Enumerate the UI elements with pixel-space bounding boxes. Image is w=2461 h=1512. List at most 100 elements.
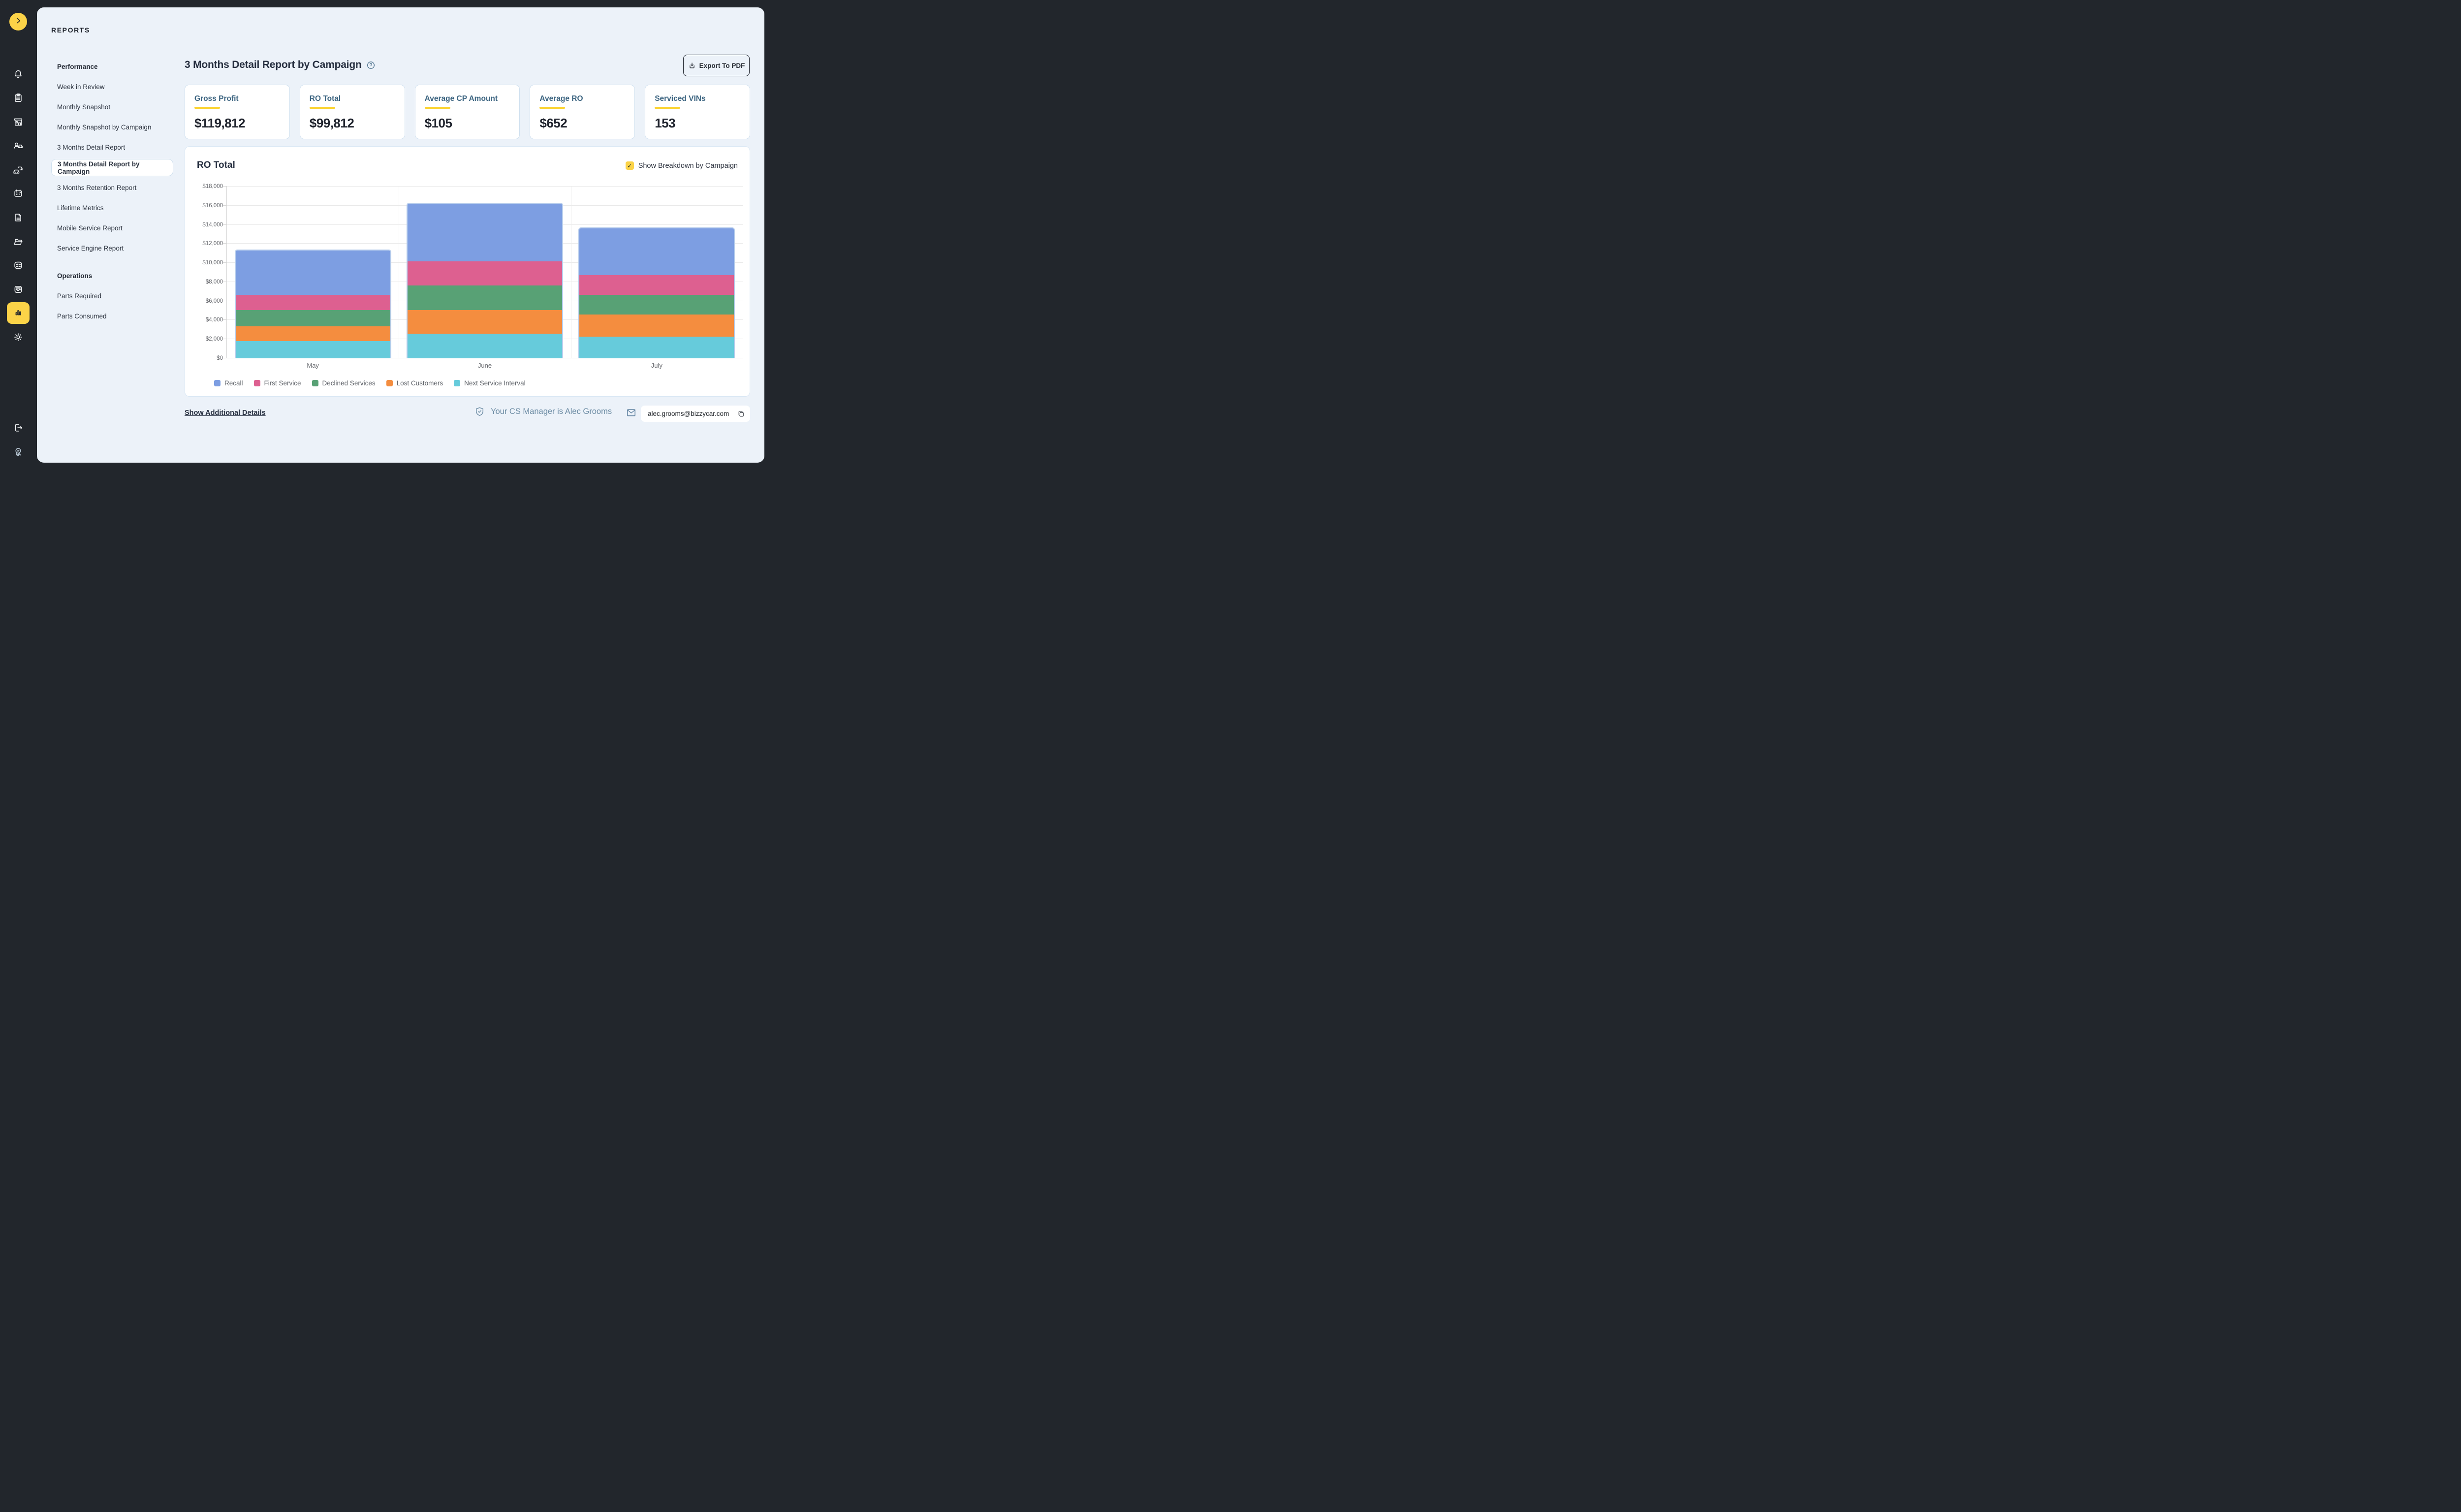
show-additional-details-link[interactable]: Show Additional Details [185, 409, 266, 417]
x-axis-label: June [477, 362, 492, 369]
bar-segment [579, 228, 734, 275]
bar-segment [408, 310, 562, 334]
kpi-value: 153 [655, 116, 676, 130]
legend-label: Recall [224, 379, 243, 387]
download-icon [688, 62, 696, 69]
legend-item[interactable]: Lost Customers [386, 379, 443, 387]
cs-manager-text: Your CS Manager is Alec Grooms [491, 407, 612, 416]
nav-item[interactable]: Week in Review [57, 83, 105, 91]
dealership-store-icon[interactable] [13, 117, 24, 127]
kpi-underline [424, 107, 450, 109]
kpi-card: Average CP Amount $105 [414, 85, 520, 139]
kpi-label: Serviced VINs [655, 94, 706, 103]
nav-item[interactable]: Service Engine Report [57, 245, 124, 252]
shield-check-icon [474, 406, 485, 417]
y-axis-label: $2,000 [205, 336, 223, 343]
kpi-label: Gross Profit [194, 94, 239, 103]
nav-item[interactable]: Lifetime Metrics [57, 204, 104, 212]
sidebar-expand-button[interactable] [9, 13, 27, 31]
bar-chart-icon [13, 307, 24, 320]
axis-tick [223, 243, 227, 244]
kpi-value: $119,812 [194, 116, 246, 130]
help-icon[interactable] [366, 61, 376, 70]
stacked-bar-chart: $0 $2,000 $4,000 $6,000 $8,000 $10,000 $12,000… [202, 184, 743, 369]
notifications-bell-icon[interactable] [13, 69, 24, 80]
stacked-bar [407, 202, 563, 358]
export-to-pdf-button[interactable]: Export To PDF [683, 55, 750, 76]
report-title: 3 Months Detail Report by Campaign [185, 59, 362, 70]
kpi-label: Average RO [539, 94, 583, 103]
kpi-card: Average RO $652 [530, 85, 635, 139]
copy-icon[interactable] [737, 410, 745, 418]
envelope-icon [626, 407, 637, 421]
settings-gear-icon[interactable] [13, 332, 24, 343]
legend-swatch [214, 380, 221, 386]
bar-segment [579, 275, 734, 295]
nav-item[interactable]: Monthly Snapshot [57, 103, 111, 111]
nav-item[interactable]: Parts Required [57, 292, 102, 300]
bar-segment [235, 250, 390, 295]
legend-item[interactable]: Declined Services [312, 379, 376, 387]
gridline [227, 186, 743, 187]
nav-section-gap [51, 258, 180, 266]
legend-item[interactable]: Recall [214, 379, 243, 387]
main-panel: REPORTS Performance Week in Review Monthly… [37, 7, 764, 463]
tasks-checklist-icon[interactable] [13, 260, 24, 271]
nav-item[interactable]: 3 Months Retention Report [57, 184, 137, 191]
kpi-underline [539, 107, 566, 109]
legend-item[interactable]: Next Service Interval [454, 379, 526, 387]
checkbox-label: Show Breakdown by Campaign [638, 161, 738, 170]
nav-item[interactable]: 3 Months Detail Report [57, 144, 126, 151]
legend-item[interactable]: First Service [253, 379, 301, 387]
bar-segment [579, 295, 734, 315]
y-axis-label: $18,000 [202, 184, 223, 189]
kpi-card: Serviced VINs 153 [645, 85, 750, 139]
nav-item[interactable]: 3 Months Detail Report by Campaign [51, 159, 173, 176]
y-axis-label: $10,000 [202, 260, 223, 266]
category-column [227, 187, 399, 358]
documents-file-icon[interactable] [13, 212, 24, 223]
kpi-label: Average CP Amount [424, 94, 498, 103]
export-button-label: Export To PDF [699, 62, 745, 69]
certification-award-icon[interactable] [13, 446, 24, 457]
y-axis-label: $8,000 [205, 279, 223, 285]
bar-segment [408, 261, 562, 285]
nav-section-header: Operations [57, 272, 93, 280]
axis-tick [223, 186, 227, 187]
legend-label: First Service [264, 379, 301, 387]
vehicles-cars-icon[interactable] [13, 164, 24, 175]
checkbox-checked-icon: ✓ [625, 161, 634, 170]
chart-card: RO Total ✓ Show Breakdown by Campaign $0… [185, 146, 750, 397]
chart-legend: Recall First Service Declined Services Lost… [214, 379, 526, 387]
y-axis-label: $12,000 [202, 241, 223, 247]
bar-segment [235, 295, 390, 310]
show-breakdown-checkbox[interactable]: ✓ Show Breakdown by Campaign [625, 161, 738, 170]
legend-swatch [454, 380, 461, 386]
nav-item[interactable]: Mobile Service Report [57, 224, 123, 232]
service-lane-tray-icon[interactable] [13, 284, 24, 295]
bar-segment [235, 326, 390, 342]
campaigns-folder-icon[interactable] [13, 236, 24, 247]
bar-segment [235, 341, 390, 358]
y-axis-label: $14,000 [202, 221, 223, 228]
category-column [571, 187, 743, 358]
customer-vehicle-icon[interactable] [13, 140, 24, 151]
recalls-clipboard-icon[interactable] [13, 93, 24, 103]
x-axis-label: May [307, 362, 319, 369]
nav-item[interactable]: Monthly Snapshot by Campaign [57, 124, 152, 131]
y-axis-label: $4,000 [205, 317, 223, 323]
bar-segment [579, 315, 734, 337]
y-axis-label: $6,000 [205, 298, 223, 304]
legend-swatch [386, 380, 393, 386]
calendar-icon[interactable] [13, 188, 24, 199]
kpi-value: $99,812 [309, 116, 354, 130]
app-window: REPORTS Performance Week in Review Monthly… [0, 0, 772, 471]
bar-segment [408, 285, 562, 310]
nav-item[interactable]: Parts Consumed [57, 313, 107, 320]
legend-swatch [312, 380, 318, 386]
y-axis-line [226, 187, 227, 358]
sidebar-item-reports-active[interactable] [7, 302, 30, 324]
kpi-value: $105 [424, 116, 452, 130]
logout-icon[interactable] [13, 422, 24, 433]
nav-section-header: Performance [57, 63, 98, 70]
